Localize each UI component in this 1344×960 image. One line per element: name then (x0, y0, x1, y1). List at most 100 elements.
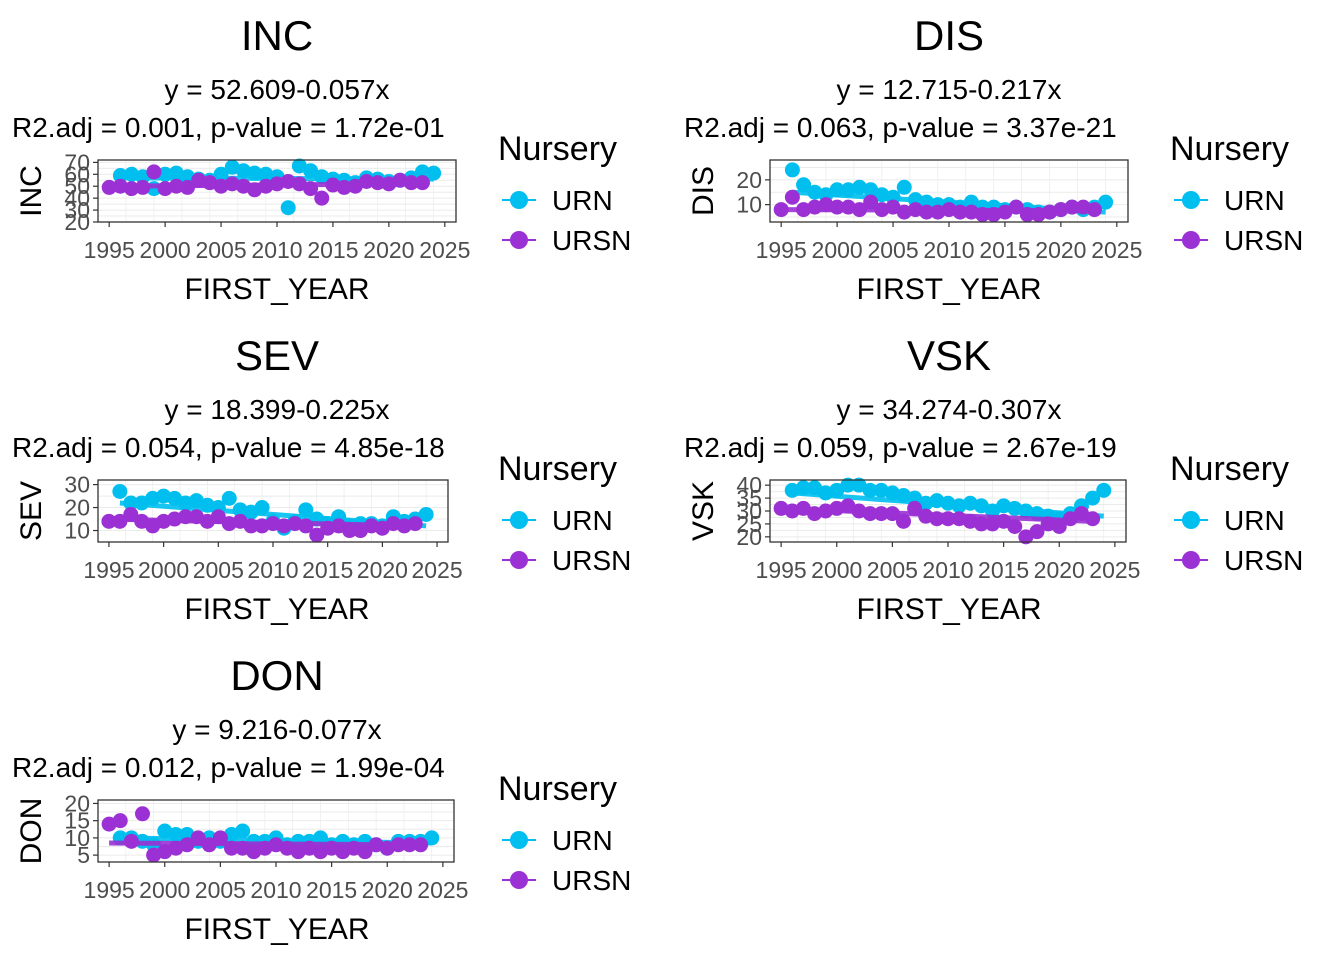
point-ursn (1064, 199, 1080, 215)
point-ursn (179, 837, 195, 853)
panel-title: INC (241, 12, 313, 59)
x-tick-label: 2010 (251, 237, 302, 263)
point-ursn (1008, 199, 1024, 215)
point-urn (829, 182, 845, 198)
point-urn (973, 498, 989, 514)
y-tick-label: 20 (736, 524, 762, 550)
point-ursn (1042, 204, 1058, 220)
point-ursn (884, 506, 900, 522)
point-urn (840, 477, 856, 493)
legend-label-ursn: URSN (1224, 225, 1303, 256)
point-urn (896, 179, 912, 195)
point-ursn (280, 173, 296, 189)
point-ursn (874, 202, 890, 218)
point-urn (1085, 490, 1101, 506)
point-urn (221, 490, 237, 506)
legend: Nursery URN URSN (498, 450, 631, 576)
point-urn (235, 163, 251, 179)
x-tick-label: 2015 (979, 237, 1030, 263)
point-urn (157, 166, 173, 182)
x-tick-label: 2005 (867, 237, 918, 263)
regression-stats: R2.adj = 0.012, p-value = 1.99e-04 (12, 752, 445, 783)
y-axis-label: DON (15, 798, 48, 865)
point-ursn (407, 516, 423, 532)
legend-key-ursn (1182, 551, 1200, 569)
point-ursn (829, 199, 845, 215)
point-urn (254, 500, 270, 516)
x-tick-label: 2000 (138, 557, 189, 583)
point-ursn (919, 204, 935, 220)
x-tick-label: 2000 (811, 557, 862, 583)
point-ursn (929, 511, 945, 527)
x-tick-label: 2020 (1034, 557, 1085, 583)
point-urn (124, 166, 140, 182)
point-urn (135, 169, 151, 185)
point-urn (168, 826, 184, 842)
point-ursn (123, 506, 139, 522)
legend: Nursery URN URSN (498, 770, 631, 896)
point-ursn (996, 513, 1012, 529)
point-ursn (258, 178, 274, 194)
point-ursn (896, 513, 911, 529)
legend-label-ursn: URSN (552, 545, 631, 576)
point-ursn (1019, 207, 1035, 223)
point-ursn (357, 844, 373, 860)
x-tick-label: 2025 (411, 557, 462, 583)
point-ursn (1029, 524, 1045, 540)
x-tick-label: 2015 (306, 877, 357, 903)
point-ursn (975, 207, 991, 223)
point-urn (298, 502, 314, 518)
y-axis-label: SEV (15, 481, 48, 541)
y-tick-label: 20 (736, 167, 762, 193)
point-ursn (309, 527, 325, 543)
y-tick-label: 10 (64, 825, 90, 851)
legend-key-urn (1182, 511, 1200, 529)
point-urn (235, 823, 251, 839)
point-urn (123, 495, 139, 511)
legend-key-ursn (1182, 231, 1200, 249)
y-tick-label: 40 (736, 472, 762, 498)
point-ursn (907, 500, 923, 516)
legend-label-urn: URN (1224, 505, 1285, 536)
point-ursn (403, 175, 419, 191)
point-urn (426, 165, 442, 181)
point-ursn (224, 840, 239, 856)
x-axis-label: FIRST_YEAR (184, 913, 369, 946)
legend-key-urn (1182, 191, 1200, 209)
legend: Nursery URN URSN (498, 130, 631, 256)
point-ursn (180, 179, 195, 195)
point-urn (1098, 194, 1114, 210)
legend-title: Nursery (1170, 130, 1289, 168)
x-tick-label: 2025 (1091, 237, 1142, 263)
point-urn (852, 179, 867, 195)
legend-label-urn: URN (552, 185, 613, 216)
y-tick-label: 5 (77, 842, 90, 868)
point-ursn (907, 202, 923, 218)
point-ursn (873, 506, 889, 522)
point-ursn (773, 202, 789, 218)
legend-key-urn (510, 831, 528, 849)
point-ursn (1031, 207, 1046, 223)
point-ursn (930, 204, 946, 220)
x-axis-label: FIRST_YEAR (856, 273, 1041, 306)
point-urn (112, 168, 128, 183)
point-ursn (807, 199, 823, 215)
series-ursn (773, 189, 1102, 223)
point-ursn (135, 806, 150, 822)
legend-key-urn (510, 511, 528, 529)
point-ursn (973, 516, 989, 532)
regression-equation: y = 52.609-0.057x (165, 74, 390, 105)
point-urn (1096, 482, 1112, 498)
x-tick-label: 2010 (922, 557, 973, 583)
point-urn (280, 200, 296, 216)
x-tick-label: 2000 (139, 877, 190, 903)
point-urn (291, 158, 307, 174)
point-ursn (191, 172, 207, 188)
point-urn (258, 166, 274, 182)
x-tick-label: 1995 (83, 557, 134, 583)
point-urn (807, 480, 822, 496)
point-ursn (840, 498, 856, 514)
point-urn (829, 482, 845, 498)
x-tick-label: 2010 (247, 557, 298, 583)
